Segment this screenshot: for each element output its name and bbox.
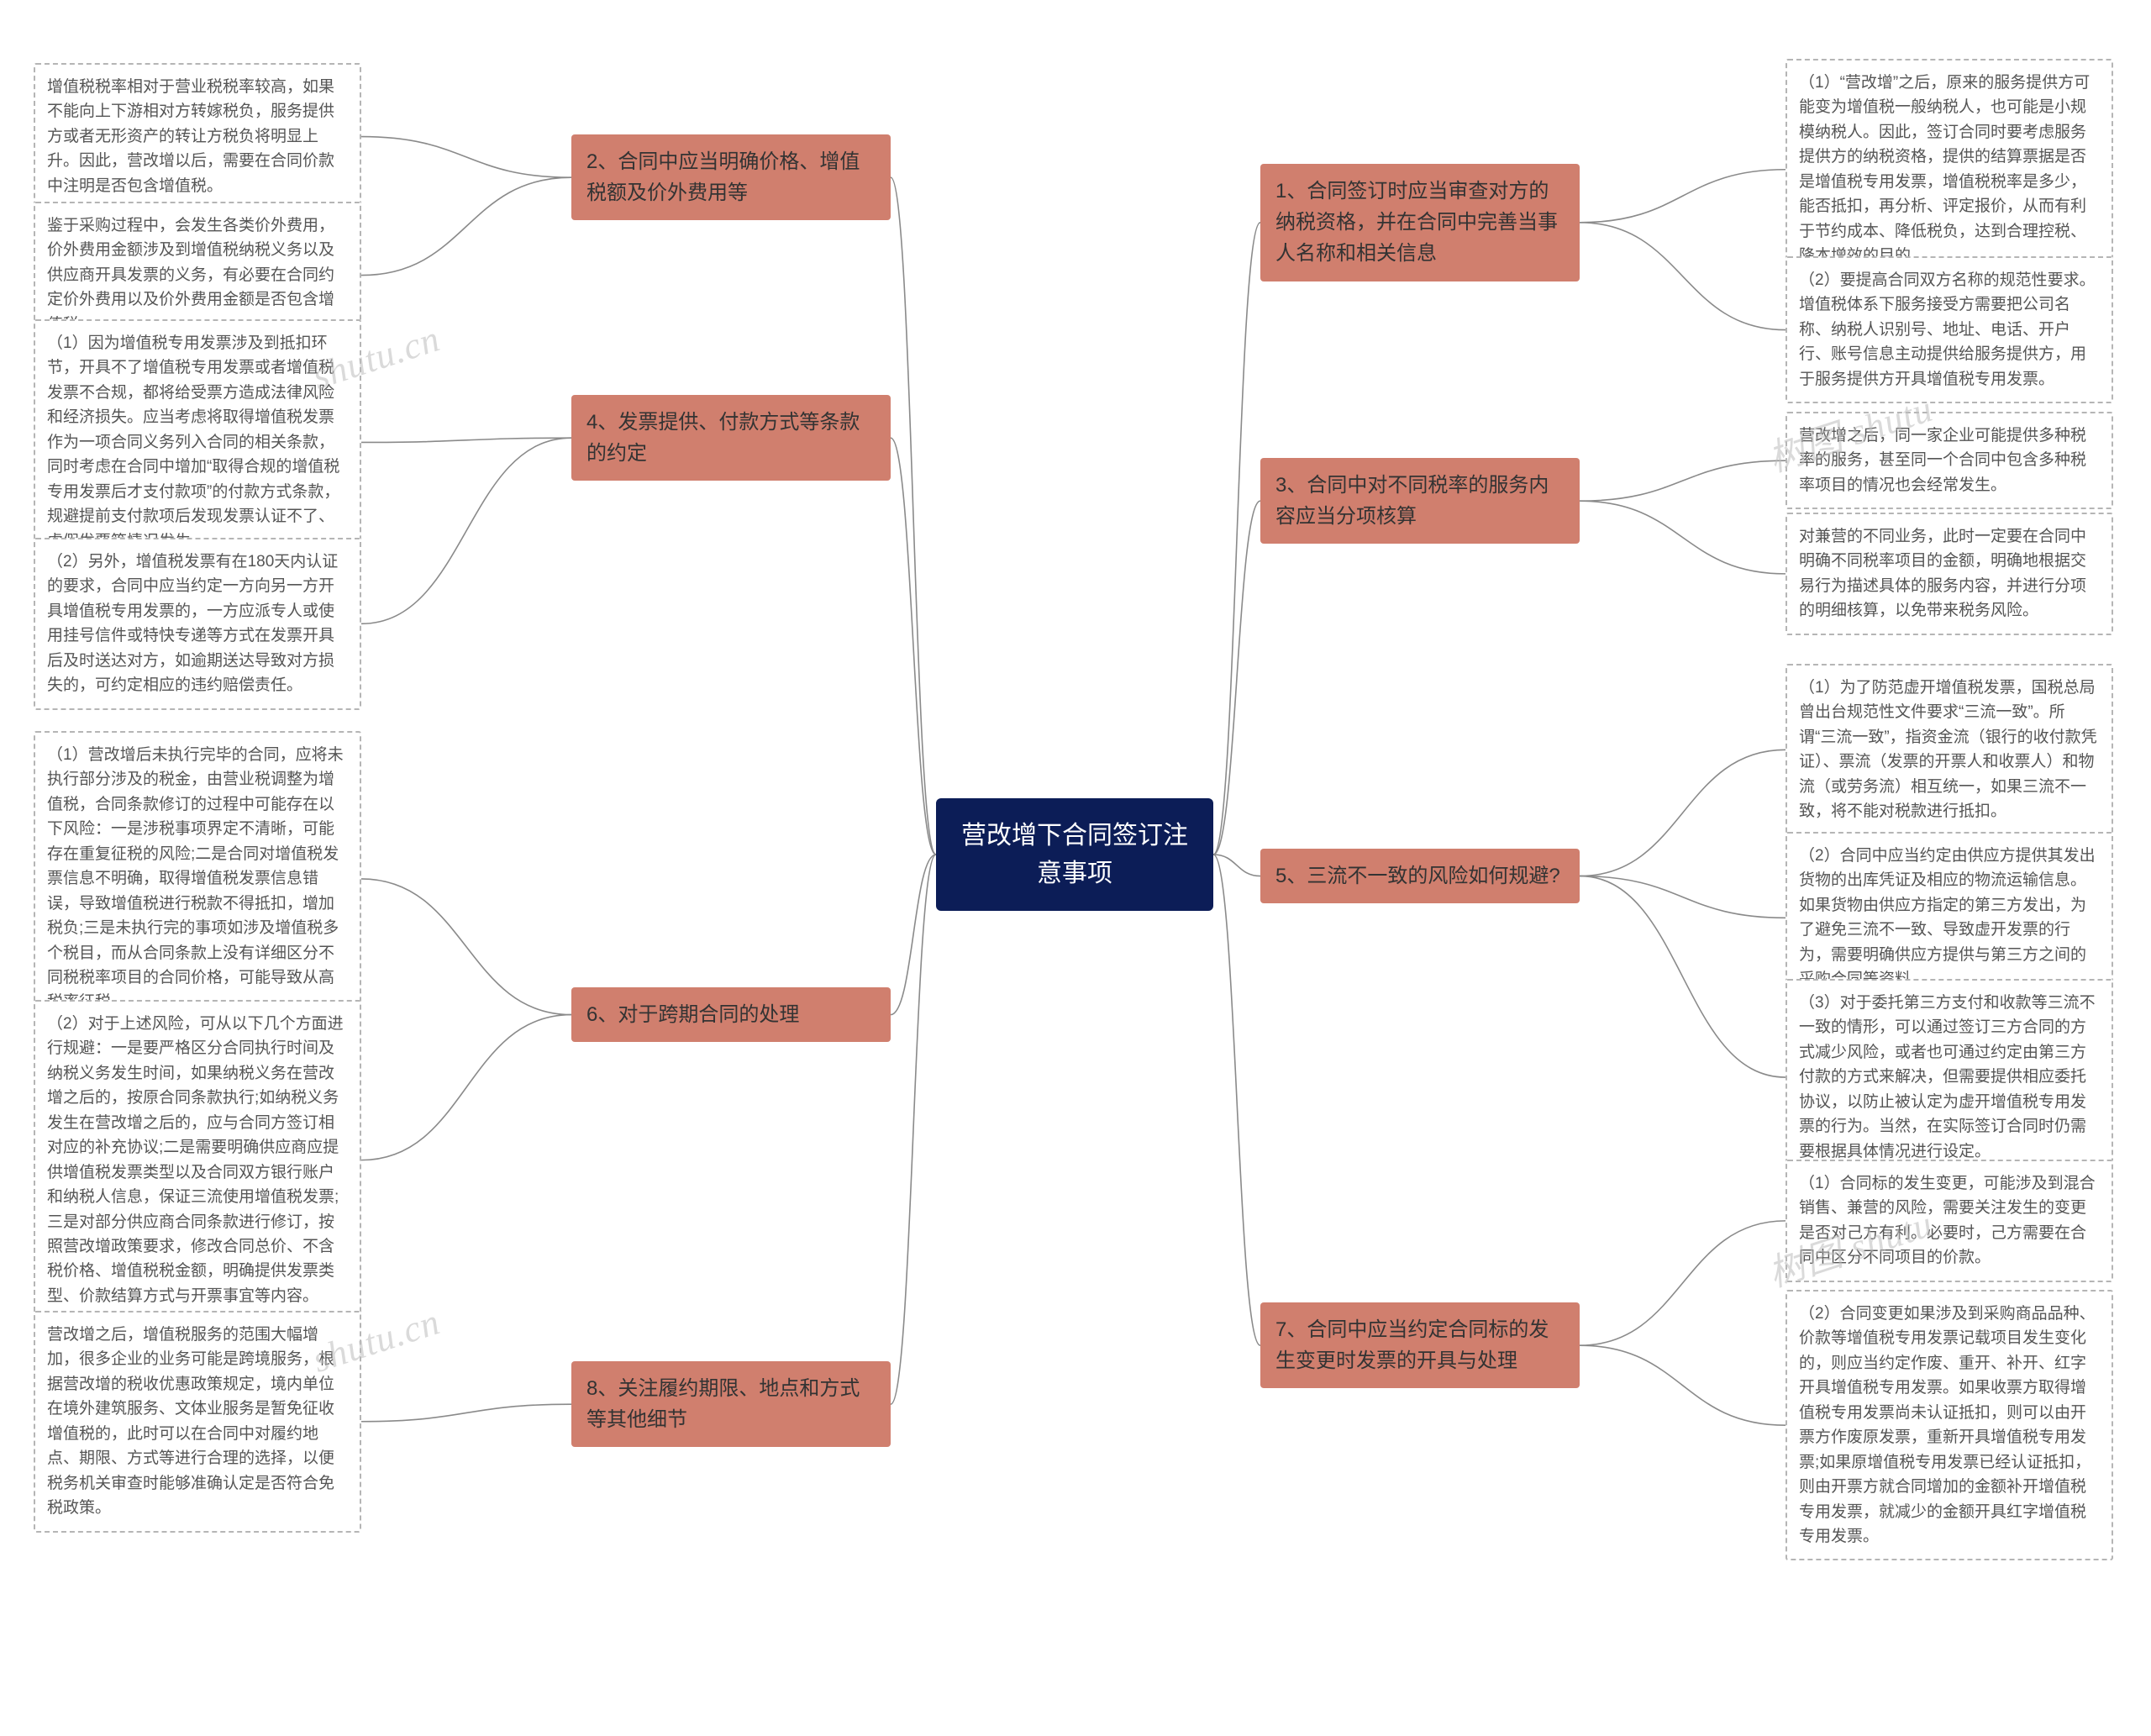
branch-1: 1、合同签订时应当审查对方的纳税资格，并在合同中完善当事人名称和相关信息 <box>1260 164 1580 281</box>
root-node: 营改增下合同签订注意事项 <box>936 798 1213 911</box>
leaf-b3-0: 营改增之后，同一家企业可能提供多种税率的服务，甚至同一个合同中包含多种税率项目的… <box>1785 412 2113 509</box>
leaf-b5-1: （2）合同中应当约定由供应方提供其发出货物的出库凭证及相应的物流运输信息。如果货… <box>1785 832 2113 1004</box>
leaf-b6-1: （2）对于上述风险，可从以下几个方面进行规避：一是要严格区分合同执行时间及纳税义… <box>34 1000 361 1320</box>
branch-6: 6、对于跨期合同的处理 <box>571 987 891 1042</box>
branch-5: 5、三流不一致的风险如何规避? <box>1260 849 1580 903</box>
branch-3: 3、合同中对不同税率的服务内容应当分项核算 <box>1260 458 1580 544</box>
leaf-b1-1: （2）要提高合同双方名称的规范性要求。增值税体系下服务接受方需要把公司名称、纳税… <box>1785 256 2113 403</box>
branch-7: 7、合同中应当约定合同标的发生变更时发票的开具与处理 <box>1260 1302 1580 1388</box>
leaf-b3-1: 对兼营的不同业务，此时一定要在合同中明确不同税率项目的金额，明确地根据交易行为描… <box>1785 513 2113 635</box>
leaf-b6-0: （1）营改增后未执行完毕的合同，应将未执行部分涉及的税金，由营业税调整为增值税，… <box>34 731 361 1027</box>
leaf-b7-1: （2）合同变更如果涉及到采购商品品种、价款等增值税专用发票记载项目发生变化的，则… <box>1785 1290 2113 1560</box>
leaf-b7-0: （1）合同标的发生变更，可能涉及到混合销售、兼营的风险，需要关注发生的变更是否对… <box>1785 1160 2113 1282</box>
leaf-b2-0: 增值税税率相对于营业税税率较高，如果不能向上下游相对方转嫁税负，服务提供方或者无… <box>34 63 361 210</box>
branch-2: 2、合同中应当明确价格、增值税额及价外费用等 <box>571 134 891 220</box>
branch-8: 8、关注履约期限、地点和方式等其他细节 <box>571 1361 891 1447</box>
leaf-b8-0: 营改增之后，增值税服务的范围大幅增加，很多企业的业务可能是跨境服务，根据营改增的… <box>34 1311 361 1533</box>
leaf-b4-1: （2）另外，增值税发票有在180天内认证的要求，合同中应当约定一方向另一方开具增… <box>34 538 361 710</box>
root-text: 营改增下合同签订注意事项 <box>961 822 1188 887</box>
mindmap-canvas: 营改增下合同签订注意事项 2、合同中应当明确价格、增值税额及价外费用等 4、发票… <box>0 0 2151 1736</box>
leaf-b1-0: （1）“营改增”之后，原来的服务提供方可能变为增值税一般纳税人，也可能是小规模纳… <box>1785 59 2113 281</box>
leaf-b5-2: （3）对于委托第三方支付和收款等三流不一致的情形，可以通过签订三方合同的方式减少… <box>1785 979 2113 1176</box>
leaf-b4-0: （1）因为增值税专用发票涉及到抵扣环节，开具不了增值税专用发票或者增值税发票不合… <box>34 319 361 566</box>
leaf-b5-0: （1）为了防范虚开增值税发票，国税总局曾出台规范性文件要求“三流一致”。所谓“三… <box>1785 664 2113 836</box>
branch-4: 4、发票提供、付款方式等条款的约定 <box>571 395 891 481</box>
